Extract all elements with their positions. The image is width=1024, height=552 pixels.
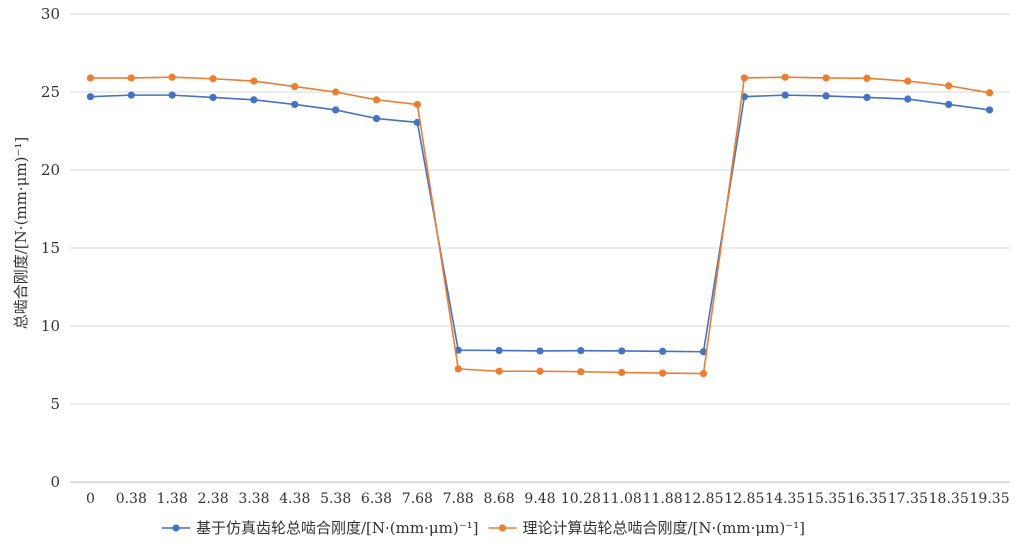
data-point	[291, 82, 299, 91]
series-line	[90, 94, 990, 353]
data-point	[495, 367, 503, 375]
data-point	[495, 346, 503, 355]
y-tick-label: 20	[41, 161, 60, 179]
y-axis-title: 总啮合刚度/[N·(mm·μm)⁻¹]	[12, 137, 30, 329]
data-point	[332, 106, 340, 114]
data-point	[904, 77, 912, 85]
data-point	[822, 92, 830, 100]
legend-label: 理论计算齿轮总啮合刚度/[N·(mm·μm)⁻¹]	[522, 519, 804, 537]
x-tick-label: 5.38	[320, 491, 351, 507]
x-tick-label: 6.38	[361, 491, 392, 507]
gridlines	[70, 13, 1010, 483]
legend-item-2: 理论计算齿轮总啮合刚度/[N·(mm·μm)⁻¹]	[488, 519, 805, 537]
x-tick-label: 19.35	[970, 491, 1010, 507]
y-tick-label: 10	[41, 317, 60, 335]
legend-label: 基于仿真齿轮总啮合刚度/[N·(mm·μm)⁻¹]	[196, 519, 478, 537]
data-point	[618, 368, 626, 377]
x-tick-label: 11.88	[643, 491, 683, 507]
y-tick-label: 15	[41, 239, 60, 257]
data-point	[86, 93, 95, 101]
data-point	[250, 96, 258, 104]
y-tick-label: 25	[41, 83, 60, 101]
data-point	[945, 82, 953, 90]
data-point	[86, 74, 95, 82]
data-point	[863, 93, 871, 102]
legend-item-1: 基于仿真齿轮总啮合刚度/[N·(mm·μm)⁻¹]	[162, 519, 478, 537]
data-point	[127, 91, 135, 99]
data-point	[332, 88, 340, 96]
x-tick-label: 0.38	[116, 491, 147, 507]
data-point	[127, 74, 135, 82]
data-point	[740, 74, 748, 82]
x-tick-label: 15.35	[806, 491, 846, 507]
data-point	[699, 348, 708, 356]
x-tick-label: 1.38	[157, 491, 188, 507]
data-point	[168, 73, 176, 81]
x-tick-label: 12.85	[683, 491, 723, 507]
x-axis-ticks: 0 0.38 1.38 2.38 3.38 4.38 5.38 6.38 7.68 7.88 8.6…	[86, 491, 1010, 507]
y-tick-label: 5	[50, 395, 60, 413]
y-tick-label: 0	[50, 473, 60, 491]
legend-marker	[172, 524, 180, 532]
x-tick-label: 18.35	[929, 491, 969, 507]
data-point	[985, 89, 994, 97]
data-point	[209, 75, 217, 83]
data-point	[454, 365, 462, 373]
x-tick-label: 10.28	[561, 491, 601, 507]
data-point	[863, 74, 871, 82]
data-point	[699, 369, 708, 378]
x-tick-label: 7.68	[402, 491, 433, 507]
data-point	[659, 347, 667, 355]
x-tick-label: 16.35	[847, 491, 887, 507]
data-point	[454, 346, 462, 354]
x-tick-label: 8.68	[484, 491, 515, 507]
data-point	[945, 100, 953, 109]
data-point	[822, 74, 830, 82]
data-point	[291, 100, 299, 109]
data-point	[618, 347, 626, 355]
x-tick-label: 0	[86, 491, 95, 507]
legend-marker	[498, 524, 507, 532]
y-tick-label: 30	[41, 5, 60, 23]
x-tick-label: 4.38	[279, 491, 310, 507]
data-point	[659, 369, 667, 377]
data-point	[250, 77, 258, 85]
x-tick-label: 9.48	[524, 491, 555, 507]
x-tick-label: 14.35	[765, 491, 805, 507]
x-tick-label: 17.35	[888, 491, 928, 507]
x-tick-label: 2.38	[197, 491, 228, 507]
data-point	[781, 91, 789, 99]
data-point	[536, 367, 544, 375]
data-point	[904, 95, 912, 103]
series-lines	[86, 73, 994, 378]
x-tick-label: 11.08	[602, 491, 642, 507]
series-2	[86, 73, 994, 378]
x-tick-label: 3.38	[238, 491, 269, 507]
data-point	[781, 73, 789, 81]
series-1	[86, 91, 994, 356]
data-point	[577, 347, 585, 355]
legend: 基于仿真齿轮总啮合刚度/[N·(mm·μm)⁻¹] 理论计算齿轮总啮合刚度/[N·…	[162, 519, 805, 537]
data-point	[985, 106, 994, 114]
data-point	[168, 91, 176, 99]
data-point	[577, 368, 585, 376]
data-point	[372, 114, 381, 123]
series-line	[90, 76, 990, 375]
y-axis-ticks: 0 5 10 15 20 25 30	[41, 5, 60, 491]
x-tick-label: 12.85	[724, 491, 764, 507]
data-point	[209, 93, 217, 102]
data-point	[413, 100, 421, 109]
data-point	[536, 347, 544, 355]
x-tick-label: 7.88	[443, 491, 474, 507]
data-point	[372, 96, 381, 104]
